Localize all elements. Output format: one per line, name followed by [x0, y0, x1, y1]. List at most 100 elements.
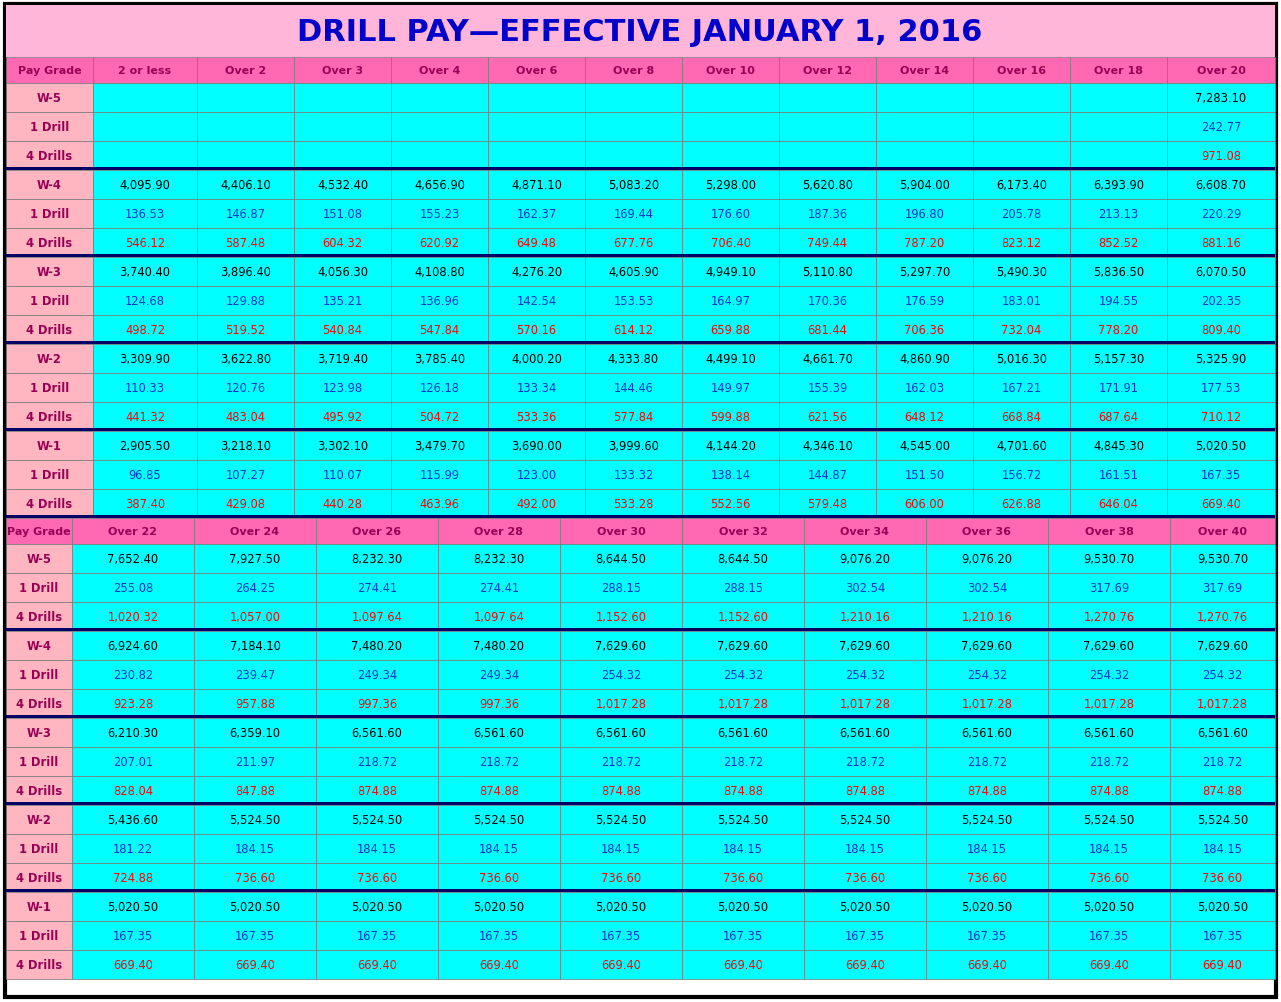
Text: 874.88: 874.88 [357, 785, 397, 798]
Text: 614.12: 614.12 [614, 324, 653, 337]
Text: 136.96: 136.96 [419, 295, 460, 308]
Text: 249.34: 249.34 [479, 668, 519, 681]
Bar [681, 170, 779, 199]
Text: 196.80: 196.80 [904, 207, 944, 220]
Text: 202.35: 202.35 [1200, 295, 1241, 308]
Text: 6,210.30: 6,210.30 [108, 726, 159, 739]
Bar [6, 573, 72, 602]
Bar [974, 374, 1070, 403]
Text: 7,283.10: 7,283.10 [1195, 92, 1246, 105]
Bar [1170, 718, 1275, 747]
Text: Over 28: Over 28 [474, 526, 524, 536]
Text: 1 Drill: 1 Drill [19, 756, 59, 769]
Text: 787.20: 787.20 [904, 236, 944, 249]
Bar [193, 573, 316, 602]
Text: 4,406.10: 4,406.10 [220, 178, 270, 191]
Text: 429.08: 429.08 [225, 498, 265, 510]
Bar [1167, 58, 1275, 84]
Text: 184.15: 184.15 [234, 842, 275, 855]
Bar [1048, 950, 1170, 979]
Text: W-2: W-2 [27, 814, 51, 827]
Bar [779, 403, 876, 432]
Text: 317.69: 317.69 [1203, 581, 1243, 594]
Bar [560, 631, 681, 660]
Text: 1,270.76: 1,270.76 [1196, 610, 1248, 623]
Text: 1,017.28: 1,017.28 [596, 697, 647, 710]
Bar [681, 863, 804, 892]
Bar [438, 921, 560, 950]
Bar [585, 84, 681, 113]
Text: 874.88: 874.88 [722, 785, 763, 798]
Text: 177.53: 177.53 [1200, 382, 1241, 395]
Bar [72, 863, 193, 892]
Text: 483.04: 483.04 [225, 411, 265, 424]
Text: 778.20: 778.20 [1098, 324, 1139, 337]
Text: 677.76: 677.76 [614, 236, 653, 249]
Text: 4,656.90: 4,656.90 [414, 178, 465, 191]
Text: 606.00: 606.00 [904, 498, 944, 510]
Text: 1 Drill: 1 Drill [29, 382, 69, 395]
Text: Over 12: Over 12 [803, 66, 852, 76]
Bar [779, 142, 876, 170]
Bar [6, 167, 1275, 170]
Text: 1 Drill: 1 Drill [29, 295, 69, 308]
Bar [779, 316, 876, 345]
Bar [391, 316, 488, 345]
Bar [681, 432, 779, 461]
Bar [488, 258, 585, 287]
Text: Over 4: Over 4 [419, 66, 460, 76]
Bar [681, 921, 804, 950]
Text: 3,690.00: 3,690.00 [511, 440, 562, 453]
Bar [316, 921, 438, 950]
Text: 4 Drills: 4 Drills [15, 610, 61, 623]
Bar [72, 689, 193, 718]
Text: 274.41: 274.41 [357, 581, 397, 594]
Text: 1,210.16: 1,210.16 [962, 610, 1012, 623]
Bar [6, 835, 72, 863]
Bar [295, 287, 391, 316]
Text: 151.08: 151.08 [323, 207, 363, 220]
Text: 1,017.28: 1,017.28 [717, 697, 769, 710]
Text: 957.88: 957.88 [234, 697, 275, 710]
Text: 441.32: 441.32 [126, 411, 165, 424]
Bar [193, 518, 316, 544]
Bar [438, 950, 560, 979]
Bar [6, 228, 94, 258]
Text: 218.72: 218.72 [357, 756, 397, 769]
Bar [295, 432, 391, 461]
Bar [6, 889, 1275, 892]
Bar [193, 747, 316, 777]
Text: 7,629.60: 7,629.60 [717, 639, 769, 652]
Text: Over 10: Over 10 [706, 66, 755, 76]
Text: 138.14: 138.14 [711, 469, 751, 482]
Bar [6, 287, 94, 316]
Text: 255.08: 255.08 [113, 581, 154, 594]
Text: 115.99: 115.99 [419, 469, 460, 482]
Text: 5,157.30: 5,157.30 [1093, 353, 1144, 366]
Bar [316, 806, 438, 835]
Text: 207.01: 207.01 [113, 756, 152, 769]
Text: 626.88: 626.88 [1002, 498, 1041, 510]
Text: 156.72: 156.72 [1002, 469, 1041, 482]
Text: 184.15: 184.15 [601, 842, 640, 855]
Bar [1048, 892, 1170, 921]
Bar [72, 950, 193, 979]
Bar [1170, 602, 1275, 631]
Text: 5,020.50: 5,020.50 [596, 900, 647, 913]
Text: 184.15: 184.15 [1089, 842, 1129, 855]
Text: Over 26: Over 26 [352, 526, 401, 536]
Bar [197, 228, 295, 258]
Text: 736.60: 736.60 [1089, 871, 1129, 884]
Text: 498.72: 498.72 [126, 324, 165, 337]
Text: 167.35: 167.35 [967, 929, 1007, 942]
Bar [488, 432, 585, 461]
Text: 151.50: 151.50 [904, 469, 944, 482]
Bar [72, 631, 193, 660]
Text: 736.60: 736.60 [601, 871, 640, 884]
Bar [681, 631, 804, 660]
Text: 254.32: 254.32 [601, 668, 642, 681]
Text: 218.72: 218.72 [722, 756, 763, 769]
Text: 463.96: 463.96 [419, 498, 460, 510]
Bar [6, 602, 72, 631]
Text: 184.15: 184.15 [722, 842, 763, 855]
